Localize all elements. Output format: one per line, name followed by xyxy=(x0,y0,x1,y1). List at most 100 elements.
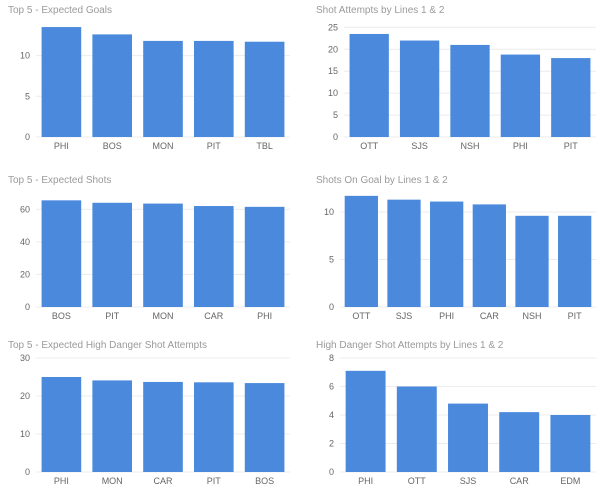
bar xyxy=(244,41,285,137)
x-tick-label: EDM xyxy=(560,476,580,486)
bar xyxy=(193,40,234,137)
bar xyxy=(193,206,234,307)
y-tick-label: 40 xyxy=(20,237,30,247)
bar xyxy=(349,33,389,137)
y-tick-label: 0 xyxy=(333,132,338,142)
y-tick-label: 20 xyxy=(328,44,338,54)
x-tick-label: BOS xyxy=(255,476,274,486)
y-tick-label: 10 xyxy=(324,207,334,217)
bar xyxy=(41,377,82,472)
y-tick-label: 2 xyxy=(329,439,334,449)
bar xyxy=(244,383,285,472)
bar xyxy=(551,58,591,138)
bar-chart-expected-shots: 0 20 40 60 BOS PIT MON CAR PHI xyxy=(20,200,290,321)
y-tick-label: 5 xyxy=(25,91,30,101)
bar-chart-shots-on-goal-lines: 0 5 10 OTT SJS PHI CAR NSH PIT xyxy=(324,195,596,321)
x-tick-label: PHI xyxy=(54,476,69,486)
y-tick-label: 10 xyxy=(328,88,338,98)
bar xyxy=(500,54,541,137)
x-tick-label: PHI xyxy=(257,311,272,321)
chart-panel-shot-attempts-lines: Shot Attempts by Lines 1 & 2 0 5 10 15 20 25 O… xyxy=(316,5,596,157)
bar-chart-high-danger-lines: 0 2 4 6 8 PHI OTT SJS CAR EDM xyxy=(329,353,596,486)
bar xyxy=(41,27,82,138)
bar xyxy=(143,381,183,472)
y-tick-label: 0 xyxy=(329,302,334,312)
bar xyxy=(344,195,378,307)
chart-title: Top 5 - Expected High Danger Shot Attemp… xyxy=(8,340,207,351)
chart-title: Top 5 - Expected Shots xyxy=(8,175,112,186)
y-tick-label: 25 xyxy=(328,22,338,32)
x-tick-label: PHI xyxy=(439,311,454,321)
chart-panel-expected-shots: Top 5 - Expected Shots 0 20 40 60 BOS PIT MON C… xyxy=(8,175,290,327)
x-tick-label: OTT xyxy=(408,476,426,486)
x-tick-label: OTT xyxy=(352,311,370,321)
bar xyxy=(143,203,183,307)
x-tick-label: PIT xyxy=(105,311,120,321)
x-tick-label: SJS xyxy=(411,141,428,151)
x-tick-label: PHI xyxy=(54,141,69,151)
x-tick-label: PHI xyxy=(513,141,528,151)
chart-title: Shots On Goal by Lines 1 & 2 xyxy=(316,175,448,186)
y-tick-label: 0 xyxy=(329,467,334,477)
bar xyxy=(396,386,437,472)
x-tick-label: MON xyxy=(153,141,174,151)
x-tick-label: PIT xyxy=(207,141,222,151)
y-tick-label: 8 xyxy=(329,353,334,363)
x-tick-label: OTT xyxy=(360,141,378,151)
bar xyxy=(550,415,591,472)
bar xyxy=(499,412,540,472)
chart-panel-shots-on-goal-lines: Shots On Goal by Lines 1 & 2 0 5 10 OTT SJS P… xyxy=(316,175,596,327)
x-tick-label: BOS xyxy=(103,141,122,151)
y-tick-label: 4 xyxy=(329,410,334,420)
x-tick-label: MON xyxy=(102,476,123,486)
bar xyxy=(399,40,440,137)
x-tick-label: NSH xyxy=(522,311,541,321)
y-tick-label: 5 xyxy=(329,255,334,265)
x-tick-label: CAR xyxy=(510,476,530,486)
chart-title: Shot Attempts by Lines 1 & 2 xyxy=(316,5,445,16)
y-tick-label: 5 xyxy=(333,110,338,120)
x-tick-label: TBL xyxy=(256,141,273,151)
chart-panel-expected-goals: Top 5 - Expected Goals 0 5 10 PHI BOS MON PIT T… xyxy=(8,5,290,157)
y-tick-label: 0 xyxy=(25,132,30,142)
y-tick-label: 10 xyxy=(20,51,30,61)
bar xyxy=(92,34,133,137)
chart-title: High Danger Shot Attempts by Lines 1 & 2 xyxy=(316,340,504,351)
bar xyxy=(558,215,592,307)
y-tick-label: 30 xyxy=(20,353,30,363)
x-tick-label: PIT xyxy=(207,476,222,486)
y-tick-label: 6 xyxy=(329,382,334,392)
bar xyxy=(345,370,386,472)
x-tick-label: CAR xyxy=(153,476,173,486)
chart-title: Top 5 - Expected Goals xyxy=(8,5,112,16)
y-tick-label: 10 xyxy=(20,429,30,439)
bar xyxy=(41,200,82,307)
bar xyxy=(430,201,464,307)
bar xyxy=(448,403,488,472)
bar xyxy=(244,206,285,307)
y-tick-label: 20 xyxy=(20,269,30,279)
bar-chart-expected-goals: 0 5 10 PHI BOS MON PIT TBL xyxy=(20,27,290,151)
x-tick-label: MON xyxy=(153,311,174,321)
x-tick-label: NSH xyxy=(460,141,479,151)
x-tick-label: SJS xyxy=(460,476,477,486)
chart-panel-expected-high-danger: Top 5 - Expected High Danger Shot Attemp… xyxy=(8,340,290,492)
x-tick-label: CAR xyxy=(480,311,500,321)
bar xyxy=(387,199,421,307)
y-tick-label: 0 xyxy=(25,302,30,312)
bar-chart-expected-high-danger: 0 10 20 30 PHI MON CAR PIT BOS xyxy=(20,353,290,486)
y-tick-label: 0 xyxy=(25,467,30,477)
x-tick-label: PHI xyxy=(358,476,373,486)
y-tick-label: 15 xyxy=(328,66,338,76)
bar xyxy=(515,215,549,307)
x-tick-label: PIT xyxy=(568,311,583,321)
y-tick-label: 60 xyxy=(20,204,30,214)
bar xyxy=(193,382,234,472)
bar xyxy=(143,40,183,137)
bar xyxy=(92,380,133,472)
bar xyxy=(92,202,133,307)
y-tick-label: 20 xyxy=(20,391,30,401)
x-tick-label: BOS xyxy=(52,311,71,321)
bar-chart-shot-attempts-lines: 0 5 10 15 20 25 OTT SJS NSH PHI PIT xyxy=(328,22,596,151)
x-tick-label: SJS xyxy=(396,311,413,321)
